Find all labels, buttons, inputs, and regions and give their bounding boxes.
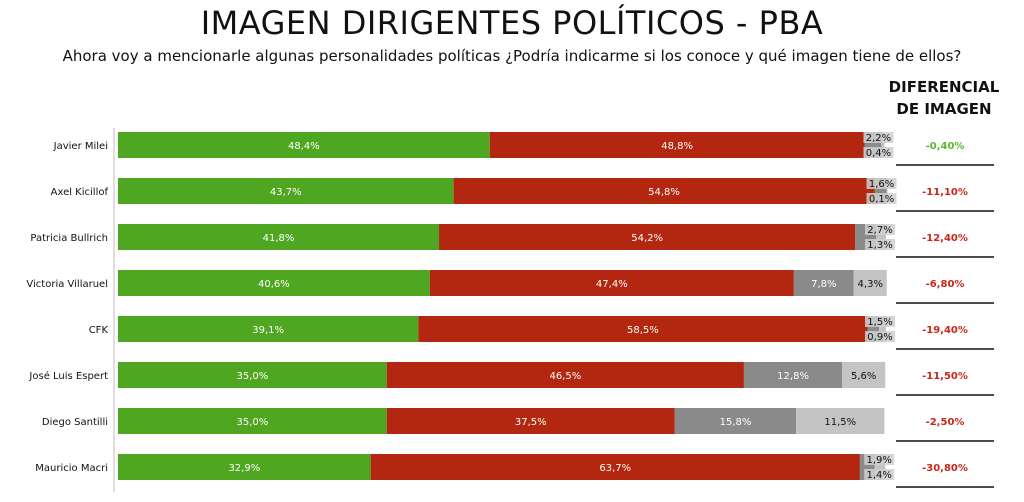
bar-segment-unknown [879, 316, 886, 342]
category-label: CFK [89, 325, 109, 336]
data-label-positive: 35,0% [237, 417, 269, 428]
bar-segment-negative [418, 316, 868, 342]
bar-segment-positive [118, 316, 419, 342]
bar-segment-negative [439, 224, 856, 250]
category-label: José Luis Espert [28, 370, 108, 382]
data-label-unknown: 0,9% [867, 332, 892, 343]
category-label: Patricia Bullrich [30, 233, 108, 244]
data-label-positive: 41,8% [263, 233, 295, 244]
category-label: Mauricio Macri [35, 463, 108, 474]
differential-value: -2,50% [926, 417, 965, 428]
differential-value: -30,80% [922, 463, 968, 474]
bar-segment-positive [118, 408, 387, 434]
data-label-bg [866, 178, 897, 189]
data-label-negative: 48,8% [661, 141, 693, 152]
bar-segment-positive [118, 178, 454, 204]
bar-segment-unknown [842, 362, 886, 388]
data-label-regular: 1,5% [867, 317, 892, 328]
bar-segment-unknown [886, 178, 888, 204]
data-label-bg [865, 239, 895, 250]
bar-segment-unknown [874, 454, 886, 480]
data-label-negative: 37,5% [515, 417, 547, 428]
data-label-regular: 2,7% [867, 225, 892, 236]
data-label-unknown: 1,4% [867, 470, 892, 481]
data-label-bg [866, 193, 897, 204]
data-label-unknown: 11,5% [824, 417, 856, 428]
data-label-positive: 32,9% [228, 463, 260, 474]
data-label-regular: 12,8% [777, 371, 809, 382]
category-label: Axel Kicillof [51, 187, 109, 198]
data-label-bg [865, 224, 895, 235]
bar-segment-regular [793, 270, 854, 296]
bar-segment-positive [118, 132, 490, 158]
bar-segment-negative [429, 270, 794, 296]
bar-segment-positive [118, 270, 430, 296]
differential-value: -12,40% [922, 233, 968, 244]
data-label-bg [865, 331, 895, 342]
data-label-positive: 35,0% [237, 371, 269, 382]
bar-segment-unknown [881, 132, 885, 158]
data-label-negative: 46,5% [549, 371, 581, 382]
chart-title: IMAGEN DIRIGENTES POLÍTICOS - PBA [200, 4, 824, 42]
bar-segment-negative [370, 454, 860, 480]
data-label-unknown: 4,3% [858, 279, 883, 290]
data-label-regular: 1,6% [869, 179, 894, 190]
data-label-regular: 2,2% [866, 133, 891, 144]
data-label-bg [864, 454, 895, 465]
data-label-bg [865, 316, 895, 327]
data-label-bg [863, 132, 894, 143]
bar-segment-positive [118, 454, 371, 480]
data-label-negative: 63,7% [599, 463, 631, 474]
bar-segment-regular [674, 408, 797, 434]
category-label: Diego Santilli [42, 417, 108, 428]
bar-segment-negative [489, 132, 865, 158]
data-label-bg [863, 147, 894, 158]
bar-segment-unknown [796, 408, 885, 434]
differential-value: -11,50% [922, 371, 968, 382]
category-label: Javier Milei [53, 141, 108, 152]
bar-segment-negative [386, 408, 675, 434]
data-label-positive: 40,6% [258, 279, 290, 290]
data-label-negative: 47,4% [596, 279, 628, 290]
data-label-positive: 48,4% [288, 141, 320, 152]
bar-segment-positive [118, 362, 387, 388]
data-label-negative: 54,2% [631, 233, 663, 244]
category-label: Victoria Villaruel [26, 279, 108, 290]
bar-segment-unknown [853, 270, 887, 296]
bar-segment-negative [453, 178, 875, 204]
chart-subtitle: Ahora voy a mencionarle algunas personal… [62, 47, 962, 65]
data-label-unknown: 5,6% [851, 371, 876, 382]
differential-header: DIFERENCIAL DE IMAGEN [888, 78, 1000, 118]
bar-segment-negative [386, 362, 744, 388]
data-label-regular: 15,8% [720, 417, 752, 428]
differential-value: -6,80% [926, 279, 965, 290]
differential-value: -19,40% [922, 325, 968, 336]
differential-value: -0,40% [926, 141, 965, 152]
data-label-regular: 7,8% [811, 279, 836, 290]
data-label-regular: 1,9% [867, 455, 892, 466]
data-label-unknown: 0,4% [866, 148, 891, 159]
bar-segment-positive [118, 224, 440, 250]
data-label-negative: 58,5% [627, 325, 659, 336]
data-label-positive: 43,7% [270, 187, 302, 198]
data-label-negative: 54,8% [648, 187, 680, 198]
bar-segment-regular [743, 362, 843, 388]
data-label-bg [864, 469, 895, 480]
data-label-unknown: 1,3% [867, 240, 892, 251]
data-label-unknown: 0,1% [869, 194, 894, 205]
bar-segment-unknown [876, 224, 886, 250]
data-label-positive: 39,1% [252, 325, 284, 336]
bar-segment-regular [867, 316, 880, 342]
differential-value: -11,10% [922, 187, 968, 198]
